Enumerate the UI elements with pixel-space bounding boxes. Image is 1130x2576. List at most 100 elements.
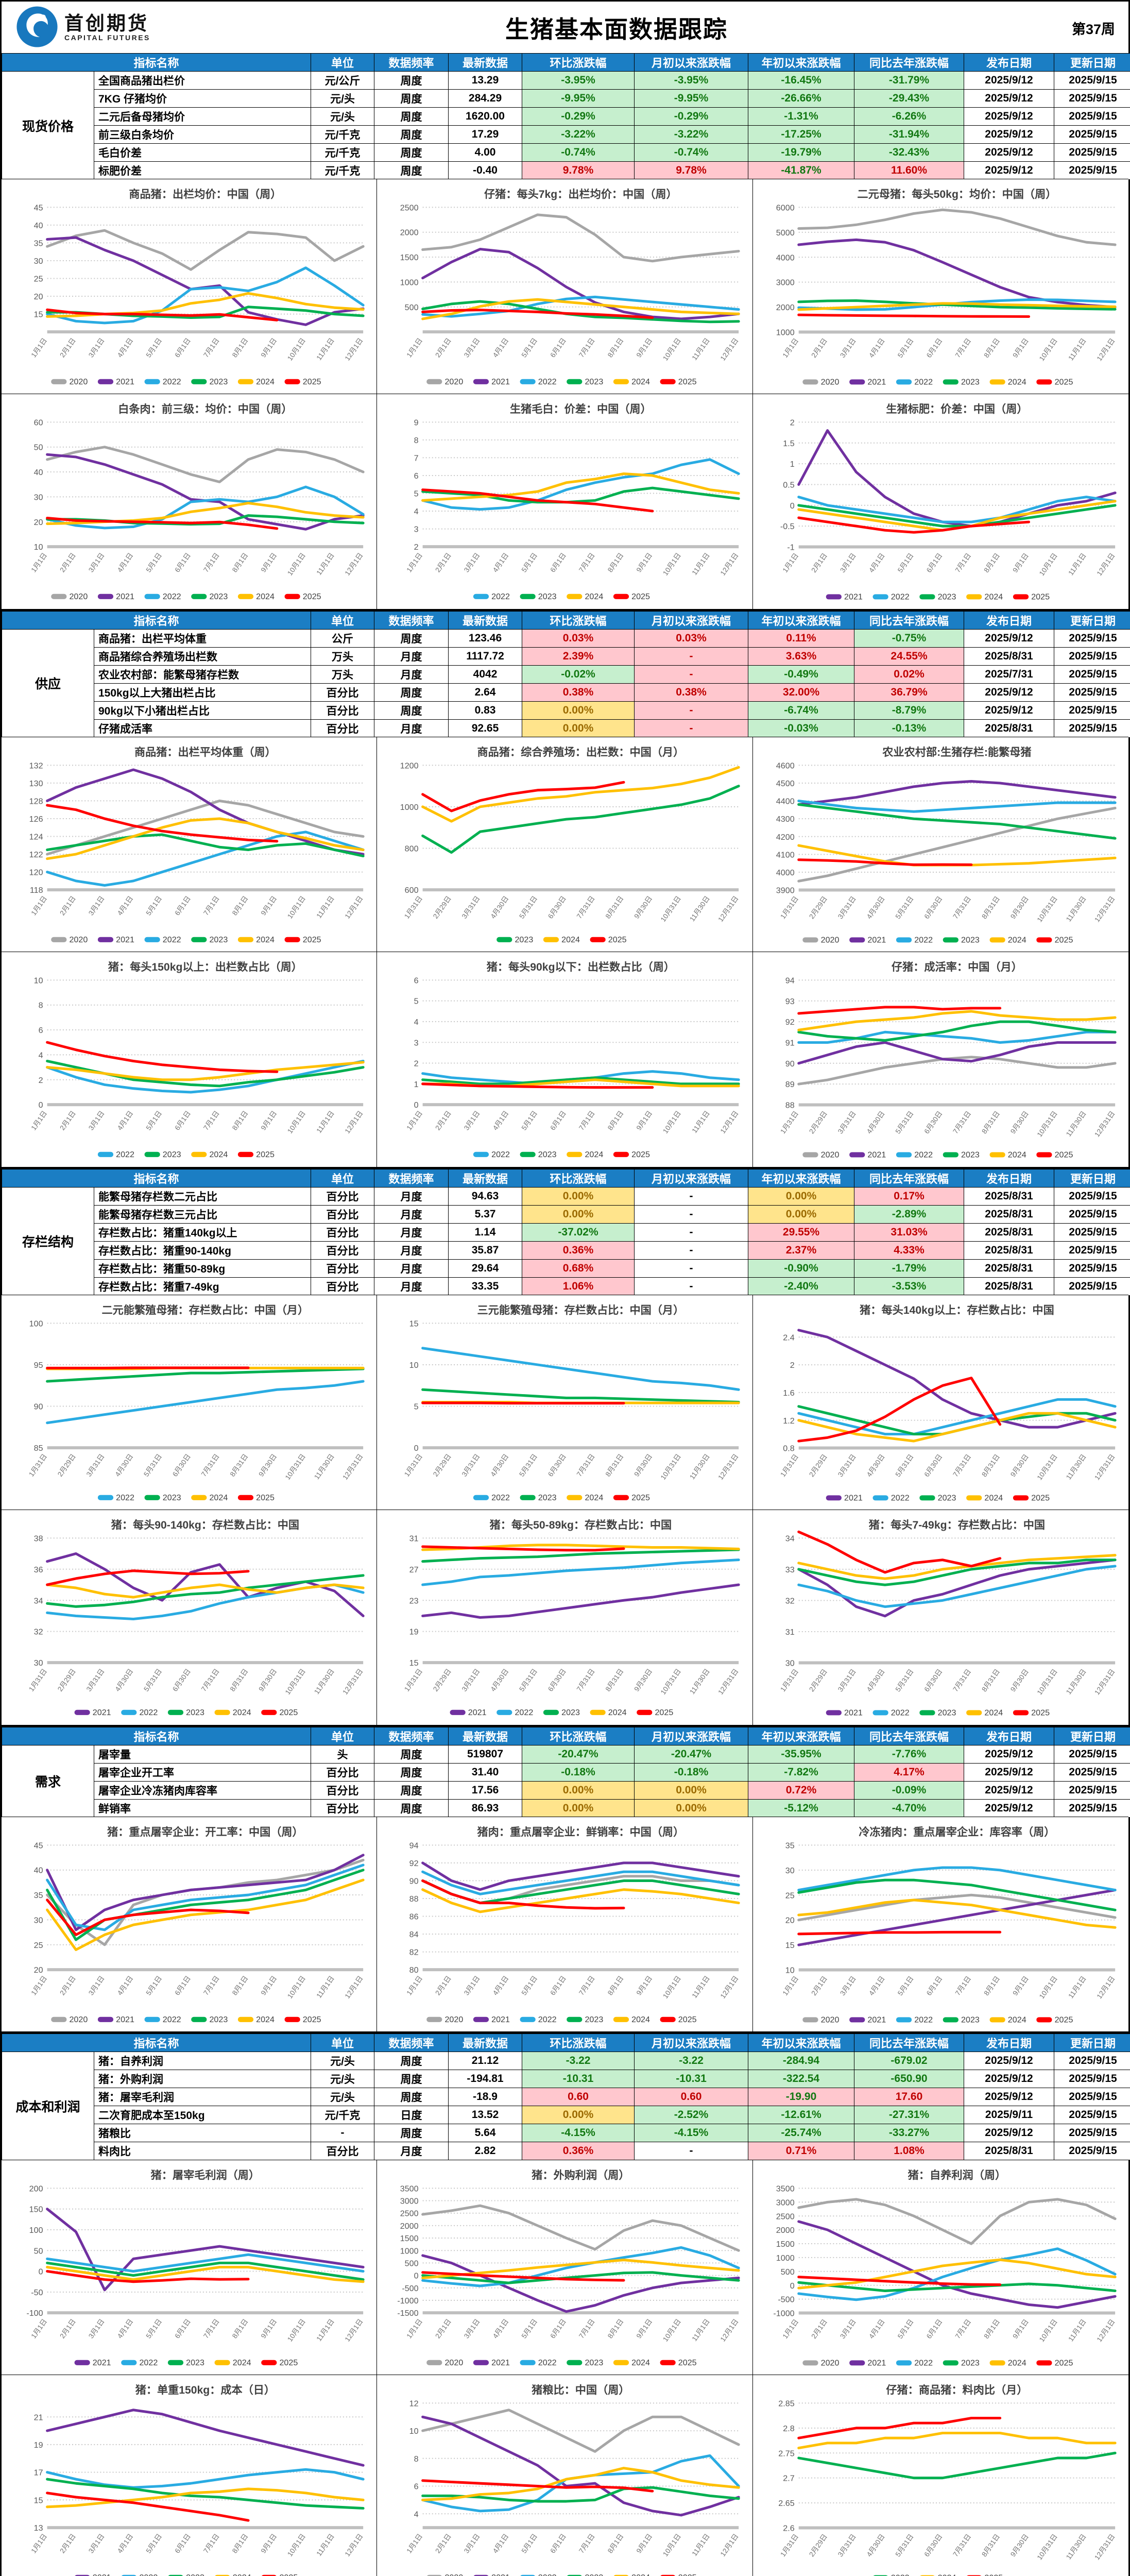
svg-text:35: 35 <box>785 1841 794 1850</box>
svg-text:15: 15 <box>409 1658 419 1668</box>
change-cell: -32.43% <box>854 143 965 162</box>
column-header: 环比涨跌幅 <box>522 1168 635 1188</box>
svg-text:11月30日: 11月30日 <box>1065 1110 1088 1138</box>
table-row: 90kg以下小猪出栏占比 百分比 周度 0.83 0.00% - -6.74% -8.79% 2… <box>2 701 1130 720</box>
svg-text:3月1日: 3月1日 <box>838 1975 858 1997</box>
publish-date-cell: 2025/8/31 <box>964 647 1055 666</box>
svg-text:2: 2 <box>39 1076 43 1085</box>
frequency-cell: 月度 <box>374 1205 449 1224</box>
indicator-name: 存栏数占比：猪重90-140kg <box>93 1241 312 1260</box>
change-cell: -3.22% <box>634 125 749 144</box>
unit-cell: 百分比 <box>311 683 375 702</box>
svg-text:12月31日: 12月31日 <box>717 1667 740 1696</box>
svg-text:11月1日: 11月1日 <box>691 2532 711 2557</box>
svg-text:2500: 2500 <box>400 204 419 213</box>
svg-text:2月1日: 2月1日 <box>58 337 77 359</box>
svg-text:1月1日: 1月1日 <box>30 1110 49 1132</box>
svg-text:3月1日: 3月1日 <box>87 337 106 359</box>
section-label: 存栏结构 <box>2 1187 94 1296</box>
svg-text:2024: 2024 <box>256 935 275 944</box>
table-row: 存栏结构 能繁母猪存栏数二元占比 百分比 月度 94.63 0.00% -0.00% 0.17… <box>2 1187 1130 1296</box>
svg-text:2月1日: 2月1日 <box>810 337 829 359</box>
column-header: 更新日期 <box>1054 2033 1130 2053</box>
svg-text:60: 60 <box>34 418 43 428</box>
frequency-cell: 周度 <box>374 629 449 648</box>
svg-text:5月1日: 5月1日 <box>520 1110 539 1132</box>
svg-text:2021: 2021 <box>116 935 134 944</box>
column-header: 最新数据 <box>448 611 523 630</box>
column-header: 指标名称 <box>1 1168 312 1188</box>
svg-text:2025: 2025 <box>303 935 321 944</box>
publish-date-cell: 2025/8/31 <box>964 2142 1055 2161</box>
svg-text:2: 2 <box>414 1059 419 1069</box>
svg-text:4月30日: 4月30日 <box>865 1110 886 1136</box>
indicator-name: 鲜销率 <box>93 1799 312 1818</box>
line-chart: 猪：自养利润（周） -1000 -500 0 500 1000 1500 2000 2500 30… <box>773 2168 1117 2367</box>
svg-text:2023: 2023 <box>186 2358 204 2367</box>
chart-cell: 仔猪：商品猪：料肉比（月） 2.6 2.65 2.7 2.75 2.8 2.85 1月31日 2… <box>752 2374 1128 2576</box>
svg-text:10月31日: 10月31日 <box>1035 1668 1058 1697</box>
svg-text:6000: 6000 <box>776 204 794 213</box>
data-table: 指标名称 单位 数据频率 最新数据 环比涨跌幅 月初以来涨跌幅 年初以来涨跌幅 同比去年涨跌幅… <box>1 53 1130 180</box>
change-cell: 0.68% <box>522 1259 635 1278</box>
latest-value-cell: 0.83 <box>448 701 523 720</box>
svg-text:40: 40 <box>34 1866 43 1875</box>
svg-text:8月1日: 8月1日 <box>606 2317 625 2340</box>
line-chart: 仔猪：商品猪：料肉比（月） 2.6 2.65 2.7 2.75 2.8 2.85 1月31日 2… <box>778 2383 1117 2576</box>
chart-cell: 猪：单重150kg：成本（日） 13 15 17 19 21 1月1日 2月1日 3月1日 4月1… <box>2 2374 378 2576</box>
svg-text:2021: 2021 <box>491 377 510 386</box>
svg-text:21: 21 <box>34 2413 43 2422</box>
change-cell: -4.15% <box>634 2124 749 2143</box>
unit-cell: 元/头 <box>311 2052 375 2071</box>
change-cell: -17.25% <box>748 125 855 144</box>
svg-text:2022: 2022 <box>914 2015 933 2024</box>
svg-text:90: 90 <box>409 1876 419 1886</box>
frequency-cell: 月度 <box>374 647 449 666</box>
indicator-name: 二元后备母猪均价 <box>93 107 312 126</box>
svg-text:猪：自养利润（周）: 猪：自养利润（周） <box>908 2168 1006 2181</box>
change-cell: -16.45% <box>748 71 855 90</box>
svg-text:8: 8 <box>39 1001 43 1010</box>
svg-text:2025: 2025 <box>984 2573 1003 2576</box>
indicator-name: 猪粮比 <box>93 2124 312 2143</box>
svg-text:10月31日: 10月31日 <box>659 895 682 924</box>
chart-cell: 猪：自养利润（周） -1000 -500 0 500 1000 1500 2000 2500 30… <box>752 2159 1128 2376</box>
svg-text:4400: 4400 <box>776 797 794 806</box>
svg-text:2022: 2022 <box>116 1493 134 1502</box>
svg-text:2023: 2023 <box>538 1493 557 1502</box>
svg-text:2022: 2022 <box>914 2358 933 2367</box>
svg-text:2023: 2023 <box>937 1494 956 1503</box>
svg-text:7月1日: 7月1日 <box>953 552 972 574</box>
svg-text:2024: 2024 <box>631 2015 650 2024</box>
svg-text:7月31日: 7月31日 <box>575 1667 596 1692</box>
svg-text:1.2: 1.2 <box>783 1416 794 1426</box>
svg-text:5月1日: 5月1日 <box>896 337 915 359</box>
latest-value-cell: 35.87 <box>448 1241 523 1260</box>
change-cell: -0.18% <box>634 1762 749 1782</box>
svg-text:9月1日: 9月1日 <box>635 2532 654 2554</box>
svg-text:10月1日: 10月1日 <box>1038 1975 1059 2001</box>
column-header: 数据频率 <box>374 1726 449 1745</box>
svg-text:8月1日: 8月1日 <box>231 552 250 574</box>
svg-text:商品猪：出栏平均体重（周）: 商品猪：出栏平均体重（周） <box>134 745 276 758</box>
svg-text:2: 2 <box>790 1361 794 1370</box>
svg-text:9月1日: 9月1日 <box>635 337 654 359</box>
table-row: 存栏数占比：猪重50-89kg 百分比 月度 29.64 0.68% - -0.90% -1.… <box>2 1259 1130 1278</box>
table-row: 7KG 仔猪均价 元/头 周度 284.29 -9.95% -9.95% -26.66% -2… <box>2 89 1130 108</box>
latest-value-cell: 123.46 <box>448 629 523 648</box>
page-title: 生猪基本面数据跟踪 <box>505 16 728 43</box>
svg-text:1月1日: 1月1日 <box>781 552 800 574</box>
svg-text:7月31日: 7月31日 <box>575 1452 596 1478</box>
column-header: 年初以来涨跌幅 <box>748 53 855 72</box>
latest-value-cell: 33.35 <box>448 1277 523 1296</box>
svg-text:4200: 4200 <box>776 833 794 842</box>
svg-text:-1: -1 <box>787 543 794 552</box>
svg-text:130: 130 <box>29 779 43 788</box>
svg-text:2025: 2025 <box>1031 1708 1050 1717</box>
unit-cell: 百分比 <box>311 1187 375 1206</box>
svg-text:30: 30 <box>34 257 43 266</box>
column-header: 月初以来涨跌幅 <box>634 1168 749 1188</box>
update-date-cell: 2025/9/15 <box>1054 2088 1130 2107</box>
svg-text:6月1日: 6月1日 <box>173 2532 192 2554</box>
svg-text:100: 100 <box>29 1319 43 1328</box>
